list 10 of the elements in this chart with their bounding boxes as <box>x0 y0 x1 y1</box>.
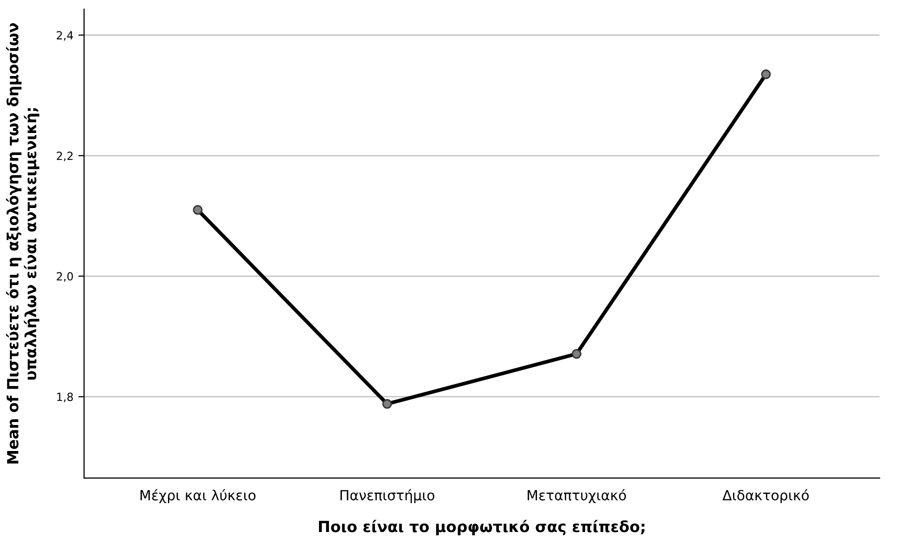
x-tick-label: Πανεπιστήμιο <box>340 489 434 504</box>
x-tick-label: Διδακτορικό <box>722 489 809 504</box>
y-tick-label: 1,8 <box>57 392 73 402</box>
y-axis-title: Mean of Πιστεύετε ότι η αξιολόγηση των δημοσίων υπαλλήλων είναι αντικειμενική; <box>6 23 40 464</box>
x-axis-title: Ποιο είναι το μορφωτικό σας επίπεδο; <box>318 520 644 536</box>
y-tick-label: 2,0 <box>56 272 73 282</box>
x-tick-label: Μεταπτυχιακό <box>528 489 626 504</box>
y-tick-label: 2,4 <box>56 31 74 41</box>
y-tick-label: 2,2 <box>56 152 73 162</box>
x-tick-label: Μέχρι και λύκειο <box>140 489 256 504</box>
